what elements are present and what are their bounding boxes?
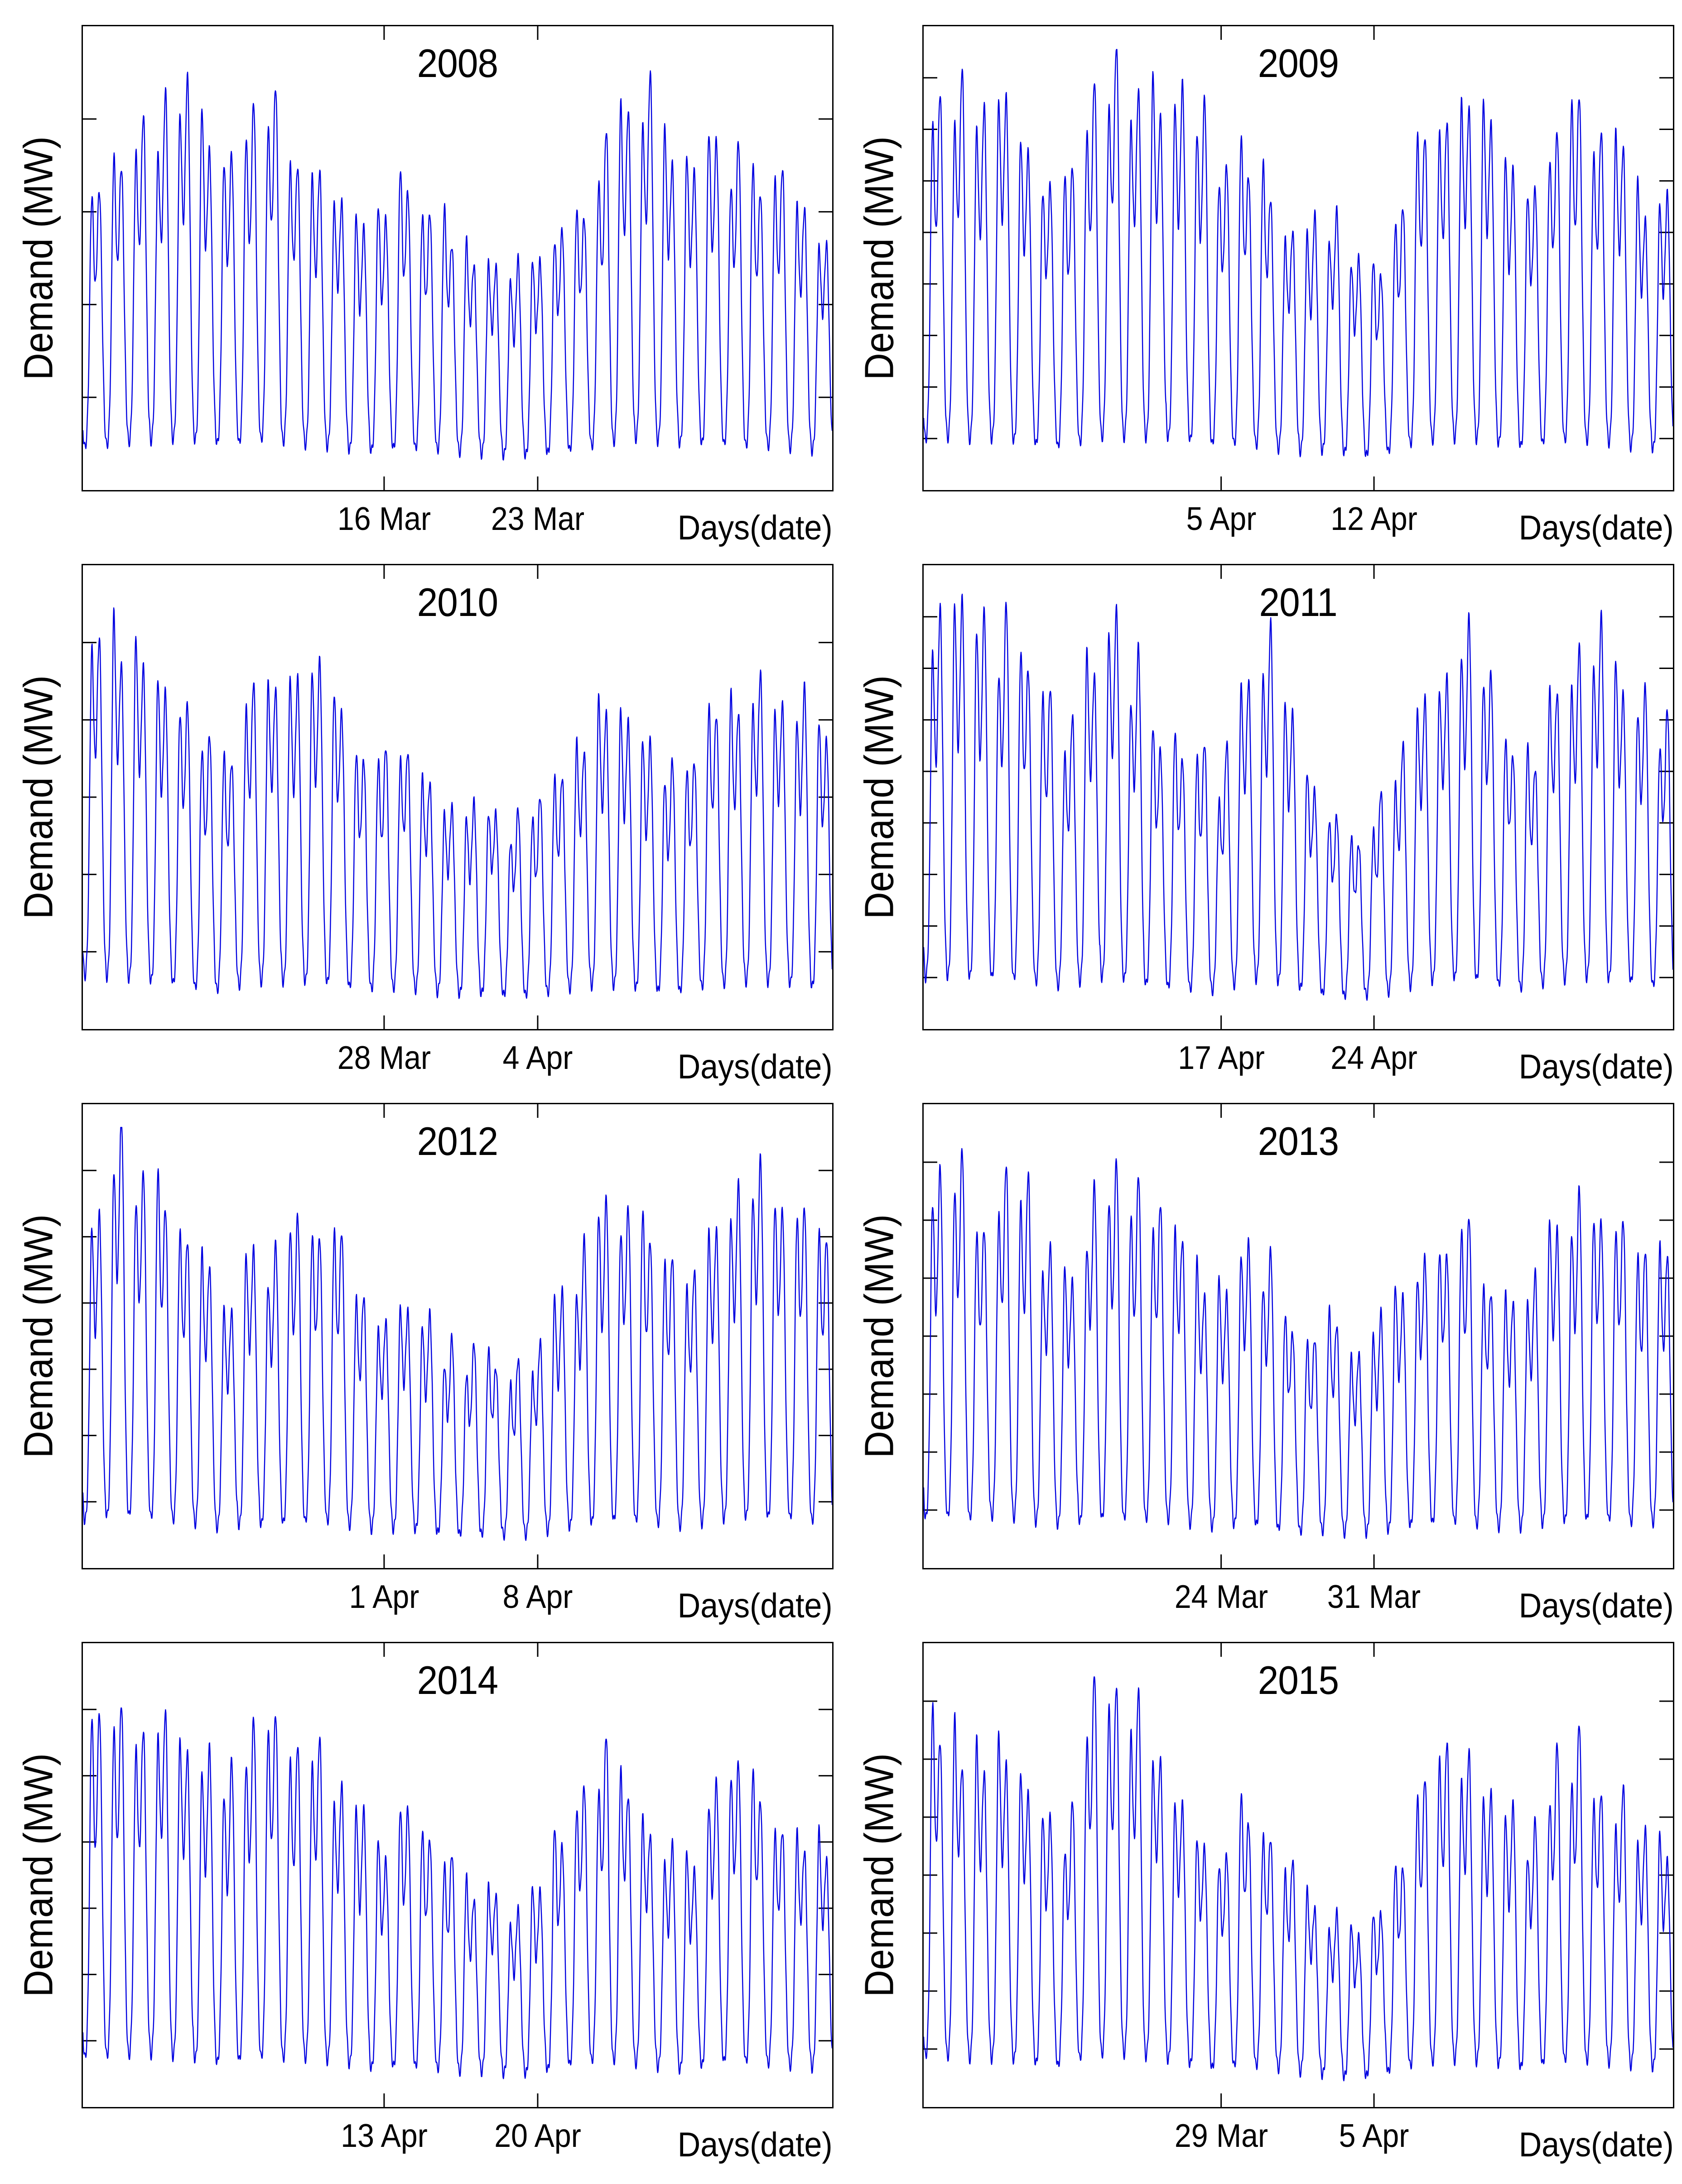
y-axis-label: Demand (MW)	[16, 136, 62, 380]
x-tick-label: 24 Apr	[1330, 1040, 1417, 1076]
x-axis-label: Days(date)	[1519, 2126, 1674, 2164]
demand-line-chart	[924, 565, 1673, 1029]
x-tick-label: 8 Apr	[502, 1579, 573, 1615]
x-tick-label: 24 Mar	[1174, 1579, 1268, 1615]
demand-line-chart	[924, 1643, 1673, 2107]
x-tick-label: 31 Mar	[1327, 1579, 1421, 1615]
subplot-title: 2009	[1258, 41, 1339, 86]
x-tick-label: 23 Mar	[491, 501, 585, 537]
y-axis-label: Demand (MW)	[16, 1753, 62, 1997]
x-tick-label: 4 Apr	[502, 1040, 573, 1076]
plot-area: 2013	[922, 1103, 1674, 1569]
subplot-title: 2010	[417, 580, 498, 625]
x-axis-label: Days(date)	[678, 2126, 833, 2164]
subplot-2013: Demand (MW) 2013 24 Mar 31 Mar Days(date…	[841, 1078, 1682, 1623]
demand-line-chart	[83, 565, 832, 1029]
x-tick-label: 29 Mar	[1174, 2118, 1268, 2154]
plot-area: 2010	[82, 564, 834, 1030]
subplot-title: 2011	[1259, 580, 1338, 625]
subplot-2010: Demand (MW) 2010 28 Mar 4 Apr Days(date)	[0, 539, 841, 1084]
x-tick-label: 12 Apr	[1330, 501, 1417, 537]
demand-line-chart	[924, 1104, 1673, 1568]
x-axis-label: Days(date)	[1519, 1048, 1674, 1086]
demand-line-chart	[83, 26, 832, 490]
plot-area: 2012	[82, 1103, 834, 1569]
x-axis-label: Days(date)	[678, 509, 833, 547]
x-tick-label: 20 Apr	[494, 2118, 581, 2154]
y-axis-label: Demand (MW)	[857, 675, 903, 919]
demand-line-chart	[924, 26, 1673, 490]
y-axis-label: Demand (MW)	[857, 136, 903, 380]
x-tick-label: 5 Apr	[1339, 2118, 1409, 2154]
x-axis-label: Days(date)	[678, 1048, 833, 1086]
subplot-title: 2012	[417, 1119, 498, 1164]
subplot-2011: Demand (MW) 2011 17 Apr 24 Apr Days(date…	[841, 539, 1682, 1084]
y-axis-label: Demand (MW)	[16, 1214, 62, 1458]
x-tick-label: 28 Mar	[337, 1040, 431, 1076]
x-tick-label: 13 Apr	[341, 2118, 428, 2154]
demand-line-chart	[83, 1104, 832, 1568]
x-tick-label: 16 Mar	[337, 501, 431, 537]
subplot-2015: Demand (MW) 2015 29 Mar 5 Apr Days(date)	[841, 1617, 1682, 2162]
x-tick-label: 1 Apr	[349, 1579, 419, 1615]
subplot-2008: Demand (MW) 2008 16 Mar 23 Mar Days(date…	[0, 0, 841, 545]
x-axis-label: Days(date)	[1519, 1587, 1674, 1625]
demand-line-chart	[83, 1643, 832, 2107]
plot-area: 2015	[922, 1642, 1674, 2108]
plot-area: 2008	[82, 25, 834, 491]
subplot-2012: Demand (MW) 2012 1 Apr 8 Apr Days(date)	[0, 1078, 841, 1623]
plot-area: 2009	[922, 25, 1674, 491]
x-axis-label: Days(date)	[678, 1587, 833, 1625]
y-axis-label: Demand (MW)	[857, 1753, 903, 1997]
y-axis-label: Demand (MW)	[16, 675, 62, 919]
y-axis-label: Demand (MW)	[857, 1214, 903, 1458]
subplot-2014: Demand (MW) 2014 13 Apr 20 Apr Days(date…	[0, 1617, 841, 2162]
subplot-title: 2013	[1258, 1119, 1339, 1164]
plot-area: 2011	[922, 564, 1674, 1030]
subplot-title: 2014	[417, 1658, 498, 1703]
x-tick-label: 17 Apr	[1177, 1040, 1265, 1076]
subplot-title: 2008	[417, 41, 498, 86]
subplot-title: 2015	[1258, 1658, 1339, 1703]
x-axis-label: Days(date)	[1519, 509, 1674, 547]
x-tick-label: 5 Apr	[1186, 501, 1256, 537]
plot-area: 2014	[82, 1642, 834, 2108]
subplot-2009: Demand (MW) 2009 5 Apr 12 Apr Days(date)	[841, 0, 1682, 545]
